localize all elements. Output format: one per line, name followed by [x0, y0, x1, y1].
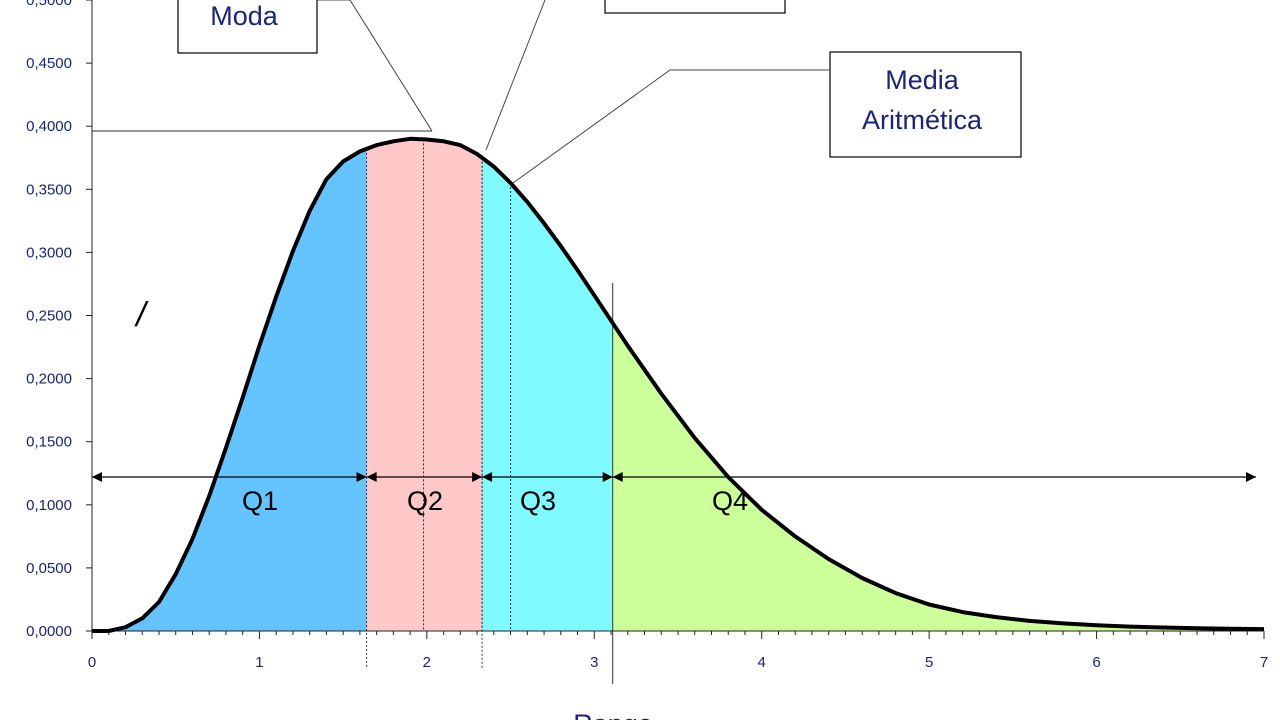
y-tick-label: 0,2500	[26, 308, 72, 325]
density-line	[92, 136, 1265, 633]
mediana-box	[604, 0, 786, 14]
arrow-q1-head-left	[92, 472, 102, 482]
area-q1	[92, 148, 367, 631]
arrow-q4-head-right	[1246, 472, 1256, 482]
y-tick-label: 0,5000	[26, 0, 72, 9]
y-tick-label: 0,0500	[26, 560, 72, 577]
axes: 0,0000 0,0500 0,1000 0,1500 0,2000 0,2500 0,30…	[26, 0, 1268, 671]
x-tick-label: 5	[925, 654, 933, 671]
arrow-q3-head-right	[602, 472, 613, 482]
distribution-curve	[92, 136, 1265, 633]
label-q3: Q3	[520, 486, 556, 516]
media-leader	[512, 69, 830, 184]
label-q2: Q2	[407, 486, 443, 516]
arrow-q2-head-right	[472, 472, 483, 482]
annotations: Moda Media Aritmética	[177, 0, 1022, 184]
x-tick-label: 6	[1092, 654, 1100, 671]
label-q4: Q4	[712, 486, 748, 516]
quartile-fills	[92, 138, 1264, 631]
y-tick-label: 0,3500	[26, 181, 72, 198]
media-box	[829, 51, 1022, 158]
x-tick-label: 1	[255, 654, 263, 671]
label-q1: Q1	[242, 486, 278, 516]
reference-lines	[92, 130, 614, 684]
media-label-line2: Aritmética	[862, 105, 983, 135]
quartile-range-arrows	[92, 472, 1256, 482]
y-tick-label: 0,1500	[26, 434, 72, 451]
y-tick-label: 0,2000	[26, 371, 72, 388]
y-tick-label: 0,4500	[26, 55, 72, 72]
moda-leader	[317, 0, 433, 132]
y-tick-label: 0,3000	[26, 244, 72, 261]
arrow-q4-head-left	[612, 472, 623, 482]
x-tick-label: 0	[88, 654, 96, 671]
quartile-labels: Q1 Q2 Q3 Q4	[242, 486, 748, 516]
x-tick-label: 3	[590, 654, 598, 671]
moda-label: Moda	[210, 1, 279, 31]
x-tick-label: 7	[1260, 654, 1268, 671]
arrow-q1-head-right	[356, 472, 367, 482]
area-q2	[366, 138, 483, 631]
x-axis-title: Rango	[573, 709, 653, 720]
mediana-leader	[485, 0, 546, 151]
x-tick-label: 2	[423, 654, 431, 671]
stray-mark: /	[134, 296, 149, 334]
moda-box	[177, 0, 318, 54]
arrow-q2-head-left	[366, 472, 377, 482]
area-q4	[612, 323, 1264, 631]
y-tick-label: 0,1000	[26, 497, 72, 514]
x-tick-label: 4	[758, 654, 766, 671]
y-tick-label: 0,4000	[26, 118, 72, 135]
arrow-q3-head-left	[482, 472, 493, 482]
y-tick-label: 0,0000	[26, 623, 72, 640]
media-label-line1: Media	[885, 65, 960, 95]
